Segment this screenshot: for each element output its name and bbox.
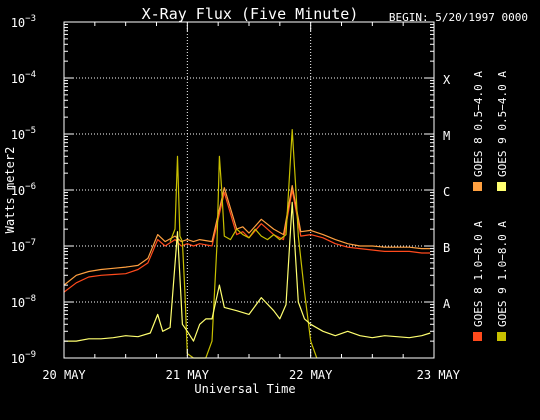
y-tick-label-1: 10−8: [11, 294, 36, 310]
series-line-2: [63, 185, 431, 286]
legend-label-2: GOES 8 0.5−4.0 A: [472, 71, 485, 177]
flare-class-labels: A B C M X: [443, 73, 451, 311]
y-axis-ticks: 10−910−810−710−610−510−410−3: [11, 14, 434, 366]
x-tick-label-2: 22 MAY: [289, 368, 333, 382]
y-tick-exponent: −3: [25, 14, 36, 24]
y-tick-label-3: 10−6: [11, 182, 36, 198]
y-tick-base: 10: [11, 352, 25, 366]
series-line-3: [169, 129, 318, 359]
legend-label-4: GOES 9 0.5−4.0 A: [496, 71, 509, 177]
y-tick-label-2: 10−7: [11, 238, 36, 254]
series-line-4: [64, 201, 431, 342]
legend-label-3: GOES 9 1.0−8.0 A: [496, 221, 509, 327]
x-axis-label: Universal Time: [194, 382, 295, 396]
y-tick-exponent: −4: [25, 70, 36, 80]
y-tick-label-0: 10−9: [11, 350, 36, 366]
flare-class-label-M: M: [443, 129, 450, 143]
y-tick-label-5: 10−4: [11, 70, 36, 86]
x-tick-label-0: 20 MAY: [42, 368, 86, 382]
y-tick-exponent: −7: [25, 238, 36, 248]
y-tick-label-4: 10−5: [11, 126, 36, 142]
grid-lines: [64, 22, 434, 358]
chart-title: X-Ray Flux (Five Minute): [142, 5, 359, 23]
y-tick-exponent: −5: [25, 126, 36, 136]
legend: GOES 8 1.0−8.0 A GOES 8 0.5−4.0 A GOES 9 1…: [472, 71, 509, 341]
y-axis-label: Watts meter2: [3, 147, 17, 234]
x-tick-label-1: 21 MAY: [166, 368, 210, 382]
y-tick-exponent: −6: [25, 182, 36, 192]
legend-swatch-1: [473, 332, 482, 341]
y-tick-label-6: 10−3: [11, 14, 36, 30]
begin-label: BEGIN: 5/20/1997 0000: [389, 11, 528, 24]
y-tick-base: 10: [11, 296, 25, 310]
flare-class-label-A: A: [443, 297, 451, 311]
x-axis-ticks: 20 MAY 21 MAY 22 MAY 23 MAY: [42, 22, 461, 382]
y-tick-base: 10: [11, 72, 25, 86]
x-tick-label-3: 23 MAY: [417, 368, 461, 382]
y-tick-base: 10: [11, 16, 25, 30]
flare-class-label-B: B: [443, 241, 450, 255]
y-tick-exponent: −8: [25, 294, 36, 304]
flare-class-label-C: C: [443, 185, 450, 199]
series-line-1: [63, 189, 431, 293]
legend-swatch-3: [497, 332, 506, 341]
y-tick-base: 10: [11, 128, 25, 142]
y-tick-exponent: −9: [25, 350, 36, 360]
y-tick-base: 10: [11, 240, 25, 254]
legend-label-1: GOES 8 1.0−8.0 A: [472, 221, 485, 327]
series-group: [63, 129, 431, 359]
flare-class-label-X: X: [443, 73, 451, 87]
y-tick-base: 10: [11, 184, 25, 198]
legend-swatch-4: [497, 182, 506, 191]
legend-swatch-2: [473, 182, 482, 191]
